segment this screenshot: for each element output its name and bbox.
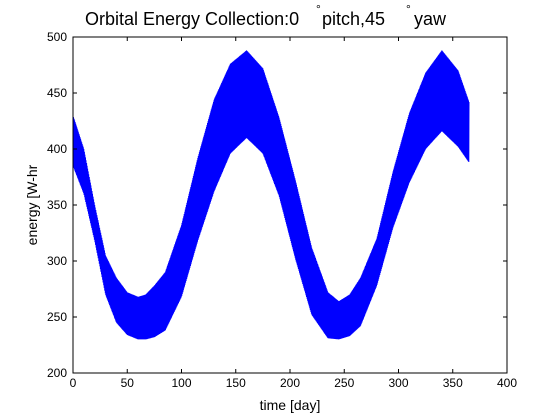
x-tick-label: 100 xyxy=(171,376,191,390)
x-tick-label: 0 xyxy=(70,376,77,390)
y-tick-label: 450 xyxy=(47,86,67,100)
y-tick-label: 200 xyxy=(47,366,67,380)
y-axis-label: energy [W-hr xyxy=(24,164,40,245)
y-axis-ticks: 200 250 300 350 400 450 500 xyxy=(47,30,507,380)
y-tick-label: 300 xyxy=(47,254,67,268)
x-axis-label: time [day] xyxy=(260,397,321,413)
x-tick-label: 150 xyxy=(226,376,246,390)
y-tick-label: 350 xyxy=(47,198,67,212)
x-tick-label: 200 xyxy=(280,376,300,390)
title-prefix: Orbital Energy Collection:0 xyxy=(85,9,299,29)
x-tick-label: 400 xyxy=(497,376,517,390)
title-degree-symbol-2: ° xyxy=(406,2,411,16)
y-tick-label: 250 xyxy=(47,310,67,324)
x-tick-label: 50 xyxy=(121,376,135,390)
title-middle: pitch,45 xyxy=(322,9,385,29)
y-tick-label: 500 xyxy=(47,30,67,44)
title-suffix: yaw xyxy=(414,9,447,29)
x-axis-ticks: 0 50 100 150 200 250 300 350 400 xyxy=(70,37,517,390)
x-tick-label: 250 xyxy=(334,376,354,390)
energy-series-line xyxy=(72,50,470,340)
x-tick-label: 350 xyxy=(443,376,463,390)
series-layer xyxy=(72,50,470,340)
y-tick-label: 400 xyxy=(47,142,67,156)
title-degree-symbol-1: ° xyxy=(316,2,321,16)
chart-title: Orbital Energy Collection:0 ° pitch,45 °… xyxy=(85,2,447,29)
x-tick-label: 300 xyxy=(388,376,408,390)
